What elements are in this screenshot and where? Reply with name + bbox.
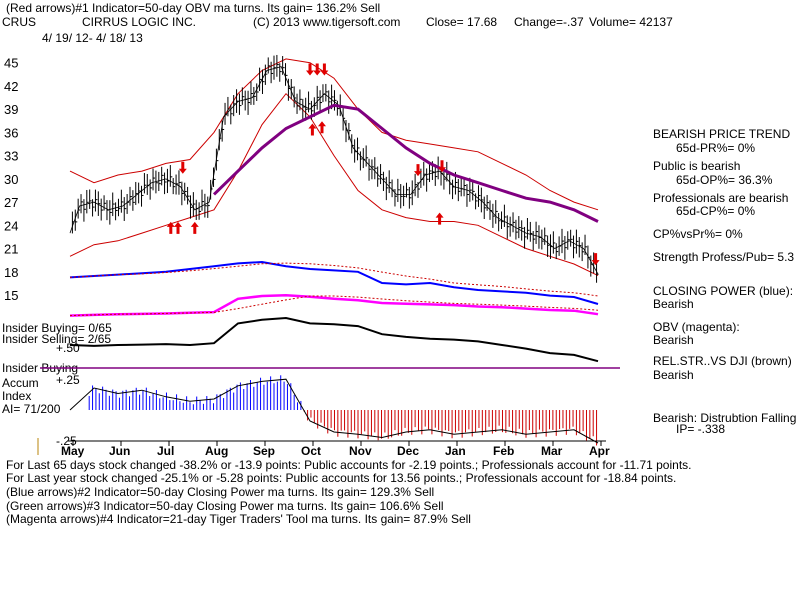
closing-power-ma — [69, 262, 599, 297]
close-value: Close= 17.68 — [426, 15, 498, 29]
footer-line-4: (Green arrows)#3 Indicator=50-day Closin… — [6, 499, 444, 513]
x-tick-label: Jun — [109, 444, 130, 458]
closing-power-line — [69, 260, 599, 305]
y-tick-label: 21 — [4, 242, 18, 257]
lower-band-line — [69, 92, 599, 277]
arrow-up-icon — [190, 221, 199, 234]
trend-title: BEARISH PRICE TREND — [653, 127, 791, 141]
y-tick-label: 18 — [4, 265, 18, 280]
closing-power-label: CLOSING POWER (blue): — [653, 284, 794, 298]
index-label: Index — [2, 389, 32, 403]
y-tick-label: 27 — [4, 195, 18, 210]
x-tick-label: May — [61, 444, 85, 458]
accum-tick-plus25: +.25 — [56, 373, 80, 387]
closing-power-state: Bearish — [653, 297, 694, 311]
insider-buying-count: Insider Buying= 0/65 — [2, 321, 112, 335]
company-name: CIRRUS LOGIC INC. — [82, 15, 197, 29]
x-tick-label: Sep — [253, 444, 275, 458]
y-tick-label: 42 — [4, 79, 18, 94]
x-tick-label: Mar — [541, 444, 563, 458]
relstr-label: REL.STR..VS DJI (brown) — [653, 354, 792, 368]
x-tick-label: Jul — [157, 444, 174, 458]
ip-value: IP= -.338 — [676, 422, 726, 436]
arrow-down-icon — [438, 160, 446, 173]
arrow-down-icon — [591, 253, 600, 266]
x-tick-label: Aug — [205, 444, 228, 458]
x-tick-label: Oct — [301, 444, 321, 458]
obv-state: Bearish — [653, 333, 694, 347]
obv-ma — [69, 295, 599, 317]
footer-line-3: (Blue arrows)#2 Indicator=50-day Closing… — [6, 485, 435, 499]
y-tick-label: 36 — [4, 125, 18, 140]
distribution-label: Bearish: Distrubtion Falling — [653, 411, 797, 425]
y-tick-label: 24 — [4, 218, 18, 233]
x-tick-label: Jan — [445, 444, 466, 458]
pr-value: 65d-PR%= 0% — [676, 141, 756, 155]
y-tick-label: 33 — [4, 149, 18, 164]
strength-value: Strength Profess/Pub= 5.3 — [653, 250, 795, 264]
x-tick-label: Dec — [397, 444, 419, 458]
indicator1-label: (Red arrows)#1 Indicator=50-day OBV ma t… — [6, 1, 381, 15]
source-copyright: (C) 2013 www.tigersoft.com — [253, 15, 401, 29]
accum-tick-minus25: -.25 — [56, 434, 77, 448]
public-title: Public is bearish — [653, 159, 741, 173]
obv-label: OBV (magenta): — [653, 320, 740, 334]
insider-selling-count: Insider Selling= 2/65 — [2, 332, 112, 346]
arrow-down-icon — [178, 161, 187, 174]
accum-label: Accum — [2, 376, 39, 390]
ma50-line — [212, 103, 599, 223]
op-value: 65d-OP%= 36.3% — [676, 173, 773, 187]
change-value: Change=-.37 — [514, 15, 584, 29]
ticker: CRUS — [2, 15, 37, 29]
price-line — [69, 66, 599, 275]
arrow-down-icon — [306, 63, 314, 76]
arrow-up-icon — [174, 221, 182, 234]
arrow-up-icon — [166, 221, 175, 234]
accum-line — [69, 378, 599, 444]
arrow-up-icon — [308, 123, 317, 136]
arrow-up-icon — [318, 121, 326, 134]
footer-line-2: For Last year stock changed -25.1% or -5… — [6, 471, 677, 485]
relstr-line — [69, 316, 599, 363]
x-tick-label: Feb — [493, 444, 514, 458]
ai-value: AI= 71/200 — [2, 402, 61, 416]
arrow-up-icon — [435, 212, 444, 225]
prof-title: Professionals are bearish — [653, 191, 789, 205]
cp-value: 65d-CP%= 0% — [676, 204, 756, 218]
footer-line-5: (Magenta arrows)#4 Indicator=21-day Tige… — [6, 512, 471, 526]
date-range: 4/ 19/ 12- 4/ 18/ 13 — [42, 31, 143, 45]
arrow-down-icon — [414, 164, 422, 177]
arrow-down-icon — [313, 63, 322, 76]
footer-line-1: For Last 65 days stock changed -38.2% or… — [6, 458, 692, 472]
x-tick-label: Nov — [349, 444, 372, 458]
upper-band-line — [69, 58, 599, 211]
obv-line — [69, 294, 599, 317]
arrow-down-icon — [320, 63, 329, 76]
cpvspr-value: CP%vsPr%= 0% — [653, 227, 743, 241]
y-tick-label: 30 — [4, 172, 18, 187]
y-tick-label: 15 — [4, 288, 18, 303]
volume-value: Volume= 42137 — [589, 15, 673, 29]
y-tick-label: 39 — [4, 102, 18, 117]
relstr-state: Bearish — [653, 368, 694, 382]
y-tick-label: 45 — [4, 56, 18, 71]
x-tick-label: Apr — [589, 444, 610, 458]
